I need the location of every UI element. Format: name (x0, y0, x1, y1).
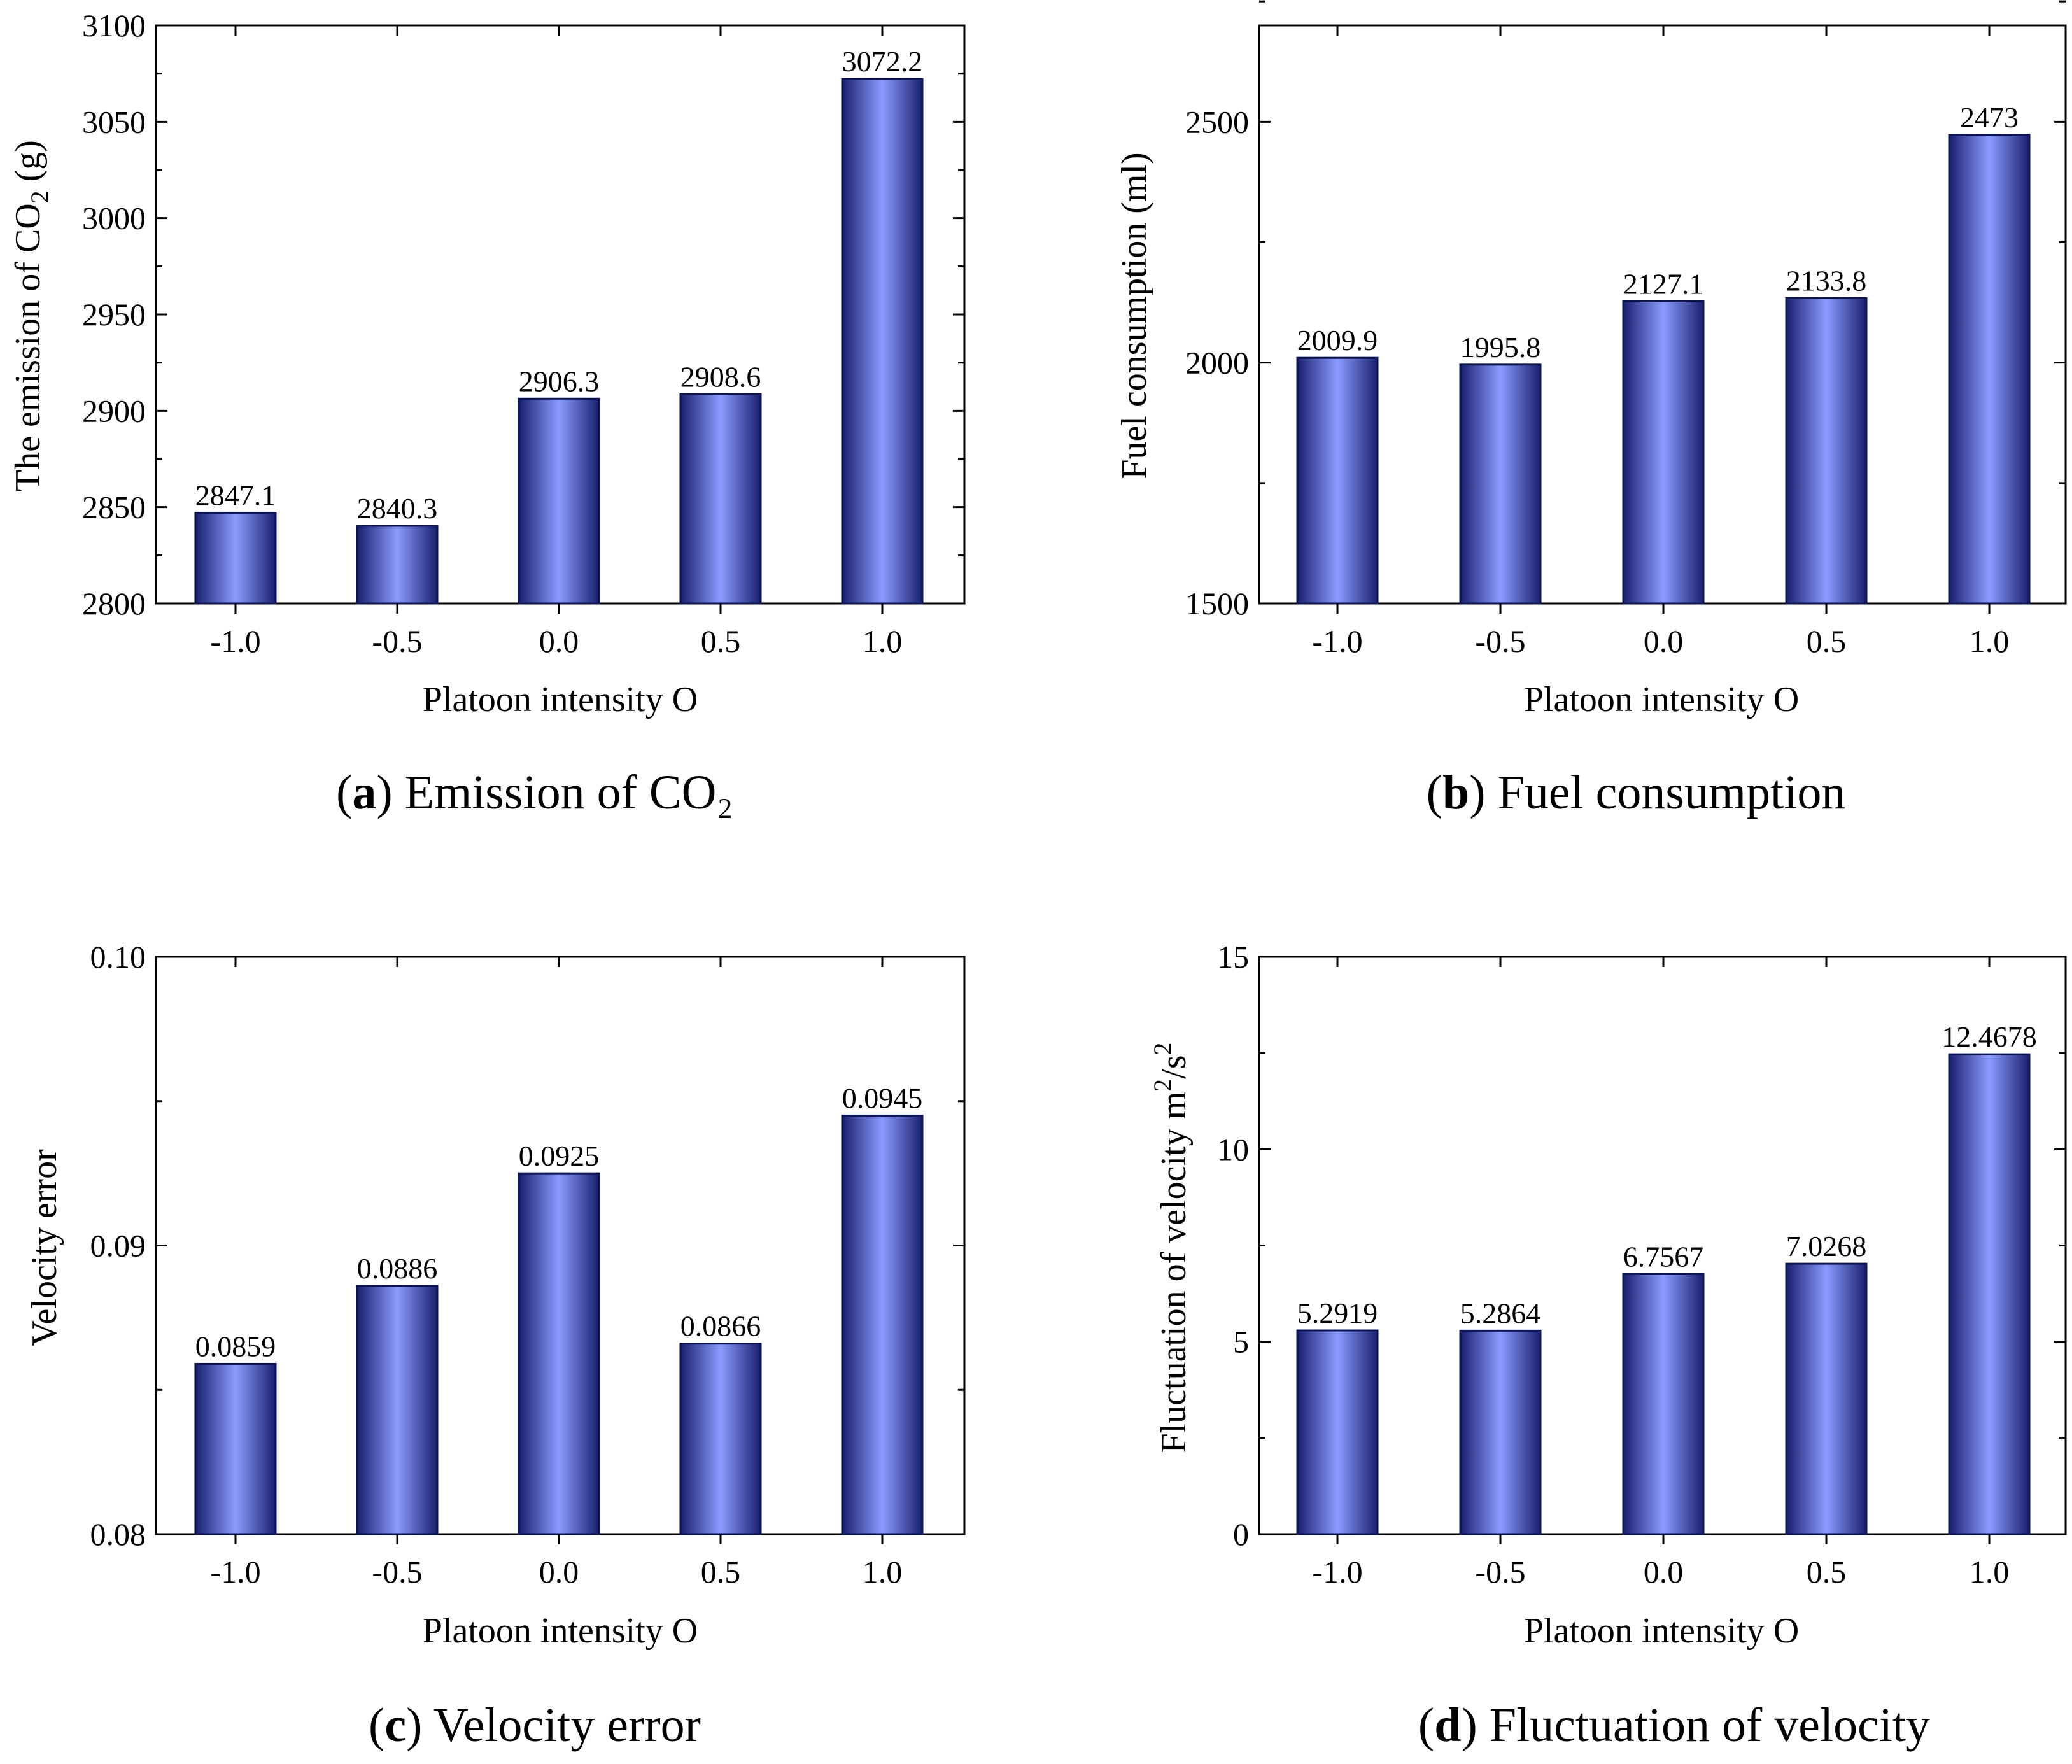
panel-c-bar (679, 1343, 762, 1535)
panel-b-bar (1622, 300, 1705, 605)
panel-d-ytick-label: 0 (1233, 1516, 1249, 1552)
panel-b-ylabel: Fuel consumption (ml) (1115, 152, 1154, 479)
panel-d-ylabel: Fluctuation of velocity m2/s2 (1148, 1042, 1194, 1453)
panel-c-bar (356, 1285, 439, 1535)
panel-a-ytick-label: 2800 (82, 586, 146, 621)
panel-c-xlabel: Platoon intensity O (423, 1611, 698, 1651)
panel-a-value-label: 2908.6 (680, 360, 761, 393)
panel-d-xtick-label: -0.5 (1475, 1554, 1525, 1590)
panel-a-bar (679, 393, 762, 605)
panel-a-ytick-label: 3050 (82, 104, 146, 139)
panel-c-value-label: 0.0945 (842, 1082, 923, 1114)
panel-c-ytick-label: 0.08 (90, 1516, 146, 1552)
panel-a-ytick-label: 3100 (82, 8, 146, 43)
panel-c-velocity-error: 0.08 0.09 0.10 0.0859 -1.0 0.0886 -0.5 0.0925 0.… (25, 939, 966, 1752)
panel-d-caption: (d) Fluctuation of velocity (1418, 1698, 1930, 1752)
panel-d-bar (1622, 1273, 1705, 1535)
panel-a-value-label: 2840.3 (357, 492, 438, 525)
panel-a-ytick-label: 2900 (82, 393, 146, 428)
panel-b-xlabel: Platoon intensity O (1524, 680, 1799, 719)
panel-d-marks: 0 5 10 15 5.2919 -1.0 5.2864 -0.5 6.7567 0.0 7.026… (1217, 939, 2067, 1590)
panel-d-bar (1948, 1053, 2031, 1535)
panel-c-xtick-label: 0.0 (539, 1554, 579, 1590)
panel-c-ylabel: Velocity error (25, 1149, 64, 1346)
panel-a-ylabel: The emission of CO2 (g) (8, 140, 54, 491)
panel-a-bar (194, 511, 277, 605)
panel-c-bar (841, 1114, 924, 1535)
panel-b-xtick-label: 0.5 (1807, 623, 1847, 659)
panel-b-bar (1785, 297, 1868, 605)
panel-d-value-label: 5.2919 (1297, 1297, 1378, 1329)
panel-a-value-label: 2847.1 (195, 479, 276, 511)
panel-a-value-label: 3072.2 (842, 45, 923, 78)
panel-b-value-label: 2127.1 (1623, 267, 1704, 300)
panel-a-xtick-label: 0.5 (701, 623, 741, 659)
panel-c-value-label: 0.0925 (519, 1140, 600, 1172)
panel-d-fluctuation-of-velocity: 0 5 10 15 5.2919 -1.0 5.2864 -0.5 6.7567 0.0 7.026… (1148, 939, 2067, 1752)
panel-d-ytick-label: 10 (1217, 1131, 1249, 1167)
panel-d-xtick-label: 0.0 (1644, 1554, 1684, 1590)
panel-c-ytick-label: 0.09 (90, 1228, 146, 1264)
panel-a-xtick-label: 0.0 (539, 623, 579, 659)
panel-a-bar (356, 525, 439, 605)
panel-c-value-label: 0.0886 (357, 1252, 438, 1285)
panel-b-ytick-label: 2500 (1185, 104, 1249, 139)
panel-b-xtick-label: -0.5 (1475, 623, 1525, 659)
panel-a-xtick-label: -0.5 (372, 623, 422, 659)
panel-b-bar (1948, 134, 2031, 605)
panel-b-ytick-label: 1500 (1185, 586, 1249, 621)
panel-d-ytick-label: 5 (1233, 1324, 1249, 1360)
panel-b-bar (1296, 356, 1379, 605)
panel-b-marks: 1500 2000 2500 2009.9 -1.0 1995.8 -0.5 2127.1 0.… (1185, 0, 2067, 659)
panel-d-value-label: 5.2864 (1460, 1297, 1541, 1329)
panel-d-value-label: 6.7567 (1623, 1240, 1704, 1273)
panel-b-value-label: 2473 (1960, 101, 2019, 134)
panel-d-bar (1459, 1329, 1542, 1535)
panel-d-bar (1785, 1262, 1868, 1535)
panel-d-bar (1296, 1329, 1379, 1535)
panel-b-xtick-label: 1.0 (1970, 623, 2010, 659)
panel-a-xlabel: Platoon intensity O (423, 680, 698, 719)
panel-d-value-label: 12.4678 (1942, 1020, 2037, 1053)
panel-a-ytick-label: 3000 (82, 201, 146, 236)
panel-c-marks: 0.08 0.09 0.10 0.0859 -1.0 0.0886 -0.5 0.0925 0.… (90, 939, 966, 1590)
panel-c-caption: (c) Velocity error (369, 1698, 701, 1752)
panel-d-value-label: 7.0268 (1786, 1230, 1867, 1262)
panel-a-caption: (a) Emission of CO₂ (336, 766, 733, 819)
panel-a-bar (841, 78, 924, 605)
panel-c-value-label: 0.0859 (195, 1330, 276, 1362)
panel-a-xtick-label: -1.0 (210, 623, 260, 659)
panel-b-xtick-label: 0.0 (1644, 623, 1684, 659)
panel-d-xtick-label: -1.0 (1312, 1554, 1362, 1590)
panel-c-value-label: 0.0866 (680, 1310, 761, 1343)
panel-c-bar (518, 1172, 600, 1535)
panel-b-fuel-consumption: 1500 2000 2500 2009.9 -1.0 1995.8 -0.5 2127.1 0.… (1115, 0, 2067, 819)
panel-c-bar (194, 1362, 277, 1535)
panel-c-xtick-label: -1.0 (210, 1554, 260, 1590)
panel-d-xlabel: Platoon intensity O (1524, 1611, 1799, 1651)
panel-b-ytick-label: 2000 (1185, 345, 1249, 381)
panel-a-marks: 2800 2850 2900 2950 3000 3050 3100 2847.1 -1.0 28… (82, 8, 966, 659)
panel-b-caption: (b) Fuel consumption (1427, 766, 1846, 819)
panel-b-value-label: 2009.9 (1297, 324, 1378, 356)
panel-a-value-label: 2906.3 (519, 365, 600, 397)
panel-b-value-label: 2133.8 (1786, 264, 1867, 297)
panel-a-emission-co2: 2800 2850 2900 2950 3000 3050 3100 2847.1 -1.0 28… (8, 8, 966, 819)
panel-a-bar (518, 397, 600, 605)
panel-b-bar (1459, 363, 1542, 605)
panel-c-xtick-label: 1.0 (863, 1554, 903, 1590)
panel-d-xtick-label: 1.0 (1970, 1554, 2010, 1590)
panel-d-xtick-label: 0.5 (1807, 1554, 1847, 1590)
panel-a-ytick-label: 2950 (82, 297, 146, 332)
panel-c-xtick-label: -0.5 (372, 1554, 422, 1590)
panel-b-xtick-label: -1.0 (1312, 623, 1362, 659)
panel-c-xtick-label: 0.5 (701, 1554, 741, 1590)
panel-a-ytick-label: 2850 (82, 490, 146, 525)
panel-a-xtick-label: 1.0 (863, 623, 903, 659)
panel-d-ytick-label: 15 (1217, 939, 1249, 975)
panel-c-ytick-label: 0.10 (90, 939, 146, 975)
panel-b-value-label: 1995.8 (1460, 331, 1541, 363)
